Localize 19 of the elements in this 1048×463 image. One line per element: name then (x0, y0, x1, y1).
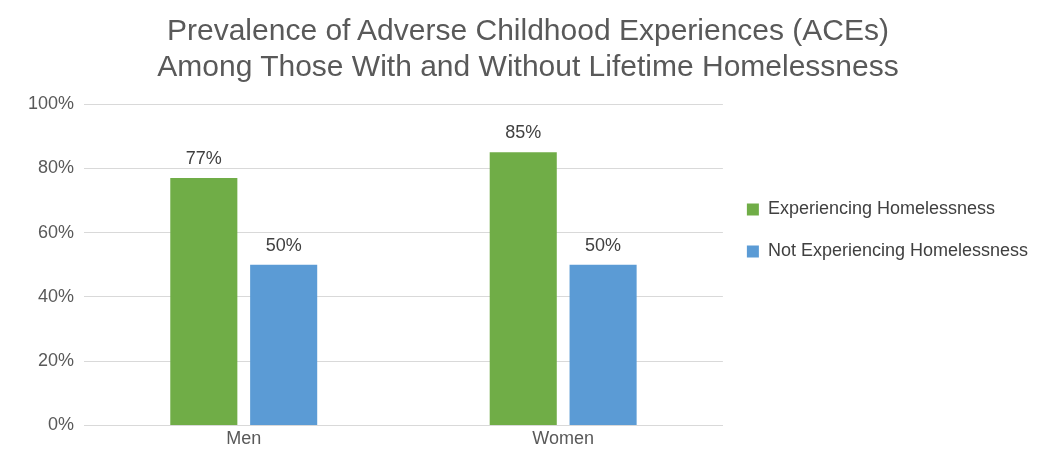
bar (250, 264, 318, 425)
bar (489, 152, 557, 425)
bar (170, 177, 238, 425)
data-label: 77% (185, 147, 222, 168)
legend-label: Experiencing Homelessness (767, 198, 995, 219)
data-label: 50% (585, 234, 622, 255)
y-tick-label: 40% (38, 285, 75, 306)
data-label: 85% (505, 122, 542, 143)
chart-title: Prevalence of Adverse Childhood Experiences (ACEs) Among Those With and Without Lifetime Homelessness (157, 13, 899, 83)
x-tick-label: Men (226, 428, 262, 449)
legend-label: Not Experiencing Homelessness (767, 240, 1028, 261)
y-tick-label: 100% (27, 92, 75, 113)
y-tick-label: 0% (48, 414, 75, 435)
y-tick-label: 60% (38, 221, 75, 242)
bar (569, 264, 637, 425)
data-label: 50% (265, 234, 302, 255)
y-tick-label: 80% (38, 157, 75, 178)
x-tick-label: Women (532, 428, 595, 449)
y-tick-label: 20% (38, 350, 75, 371)
